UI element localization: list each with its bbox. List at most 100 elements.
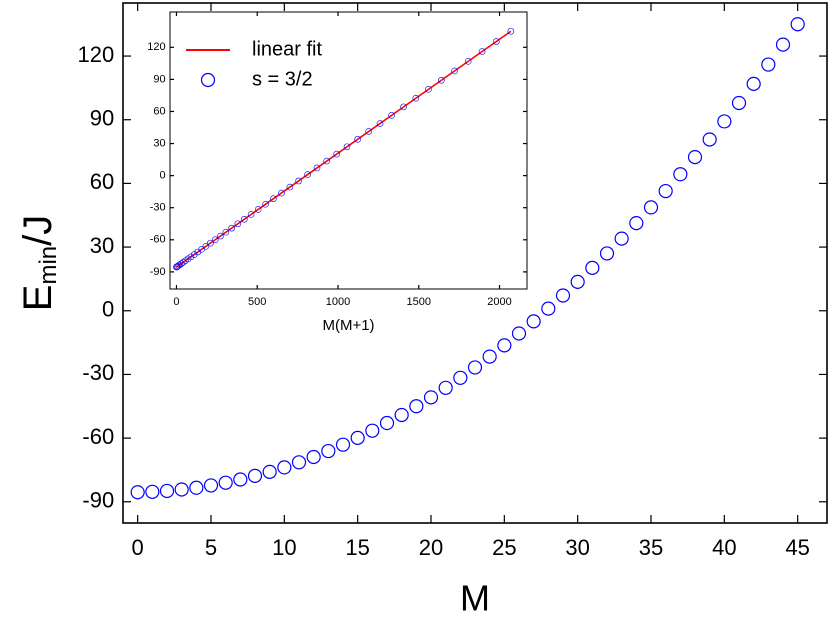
data-point (247, 468, 263, 483)
data-point (658, 183, 673, 199)
data-point (409, 399, 424, 414)
data-point (451, 67, 458, 75)
y-label-main: E (16, 285, 60, 312)
data-point (306, 449, 321, 465)
data-point (423, 390, 439, 405)
x-tick-label: 40 (712, 535, 736, 560)
y-tick-label: 90 (153, 73, 165, 85)
data-point (241, 215, 248, 223)
data-point (775, 37, 791, 52)
data-point (702, 132, 717, 147)
data-point (254, 206, 262, 213)
y-tick-label: 30 (153, 137, 165, 149)
y-tick-label: -60 (150, 234, 166, 246)
data-point (790, 17, 805, 32)
legend-marker (200, 72, 216, 88)
legend-label: s = 3/2 (252, 68, 313, 90)
data-point (262, 200, 269, 208)
data-point (555, 288, 571, 303)
data-point (614, 231, 629, 246)
y-label-rest: /J (16, 215, 60, 246)
data-point (464, 58, 472, 65)
x-axis-label: M (460, 578, 490, 619)
y-tick-label: -60 (82, 424, 114, 449)
data-point (673, 167, 688, 182)
data-point (234, 220, 242, 228)
x-tick-label: 25 (492, 535, 516, 560)
data-point (187, 253, 195, 261)
data-point (585, 260, 600, 275)
data-point (570, 274, 585, 289)
data-point (277, 460, 292, 475)
x-tick-label: 10 (272, 535, 296, 560)
data-point (179, 258, 187, 266)
data-point (761, 57, 776, 72)
data-point (291, 455, 307, 470)
data-point (412, 94, 420, 102)
data-point (365, 128, 372, 135)
data-point (145, 484, 160, 499)
data-point (438, 76, 445, 84)
y-tick-label: 60 (153, 105, 165, 117)
data-point (217, 232, 224, 240)
data-point (379, 415, 395, 431)
y-tick-label: 120 (77, 42, 114, 67)
x-tick-label: 0 (132, 535, 144, 560)
data-point (333, 150, 341, 158)
y-tick-label: -90 (82, 488, 114, 513)
data-point (211, 236, 219, 243)
data-point (174, 482, 189, 497)
data-point (746, 76, 761, 91)
data-point (643, 200, 659, 215)
data-point (228, 224, 236, 232)
data-point (321, 443, 336, 459)
data-point (313, 164, 321, 172)
fit-line (176, 30, 512, 268)
y-tick-label: -30 (82, 360, 114, 385)
y-tick-label: 90 (90, 106, 114, 131)
x-tick-label: 1000 (326, 296, 350, 308)
data-point (304, 171, 311, 178)
x-tick-label: 15 (345, 535, 369, 560)
data-point (497, 338, 512, 353)
x-tick-label: 30 (565, 535, 589, 560)
data-point (394, 407, 409, 423)
data-point (176, 261, 183, 269)
data-point (295, 177, 302, 185)
data-point (278, 189, 285, 197)
x-tick-label: 0 (173, 296, 179, 308)
data-point (218, 475, 233, 490)
data-point (478, 48, 486, 55)
data-point (270, 195, 277, 203)
data-point (350, 430, 365, 445)
x-axis-label: M(M+1) (322, 317, 374, 334)
data-point (376, 120, 384, 127)
data-point (511, 326, 527, 341)
data-point (541, 301, 556, 316)
y-tick-label: -30 (150, 202, 166, 214)
data-point (189, 480, 204, 495)
x-tick-label: 35 (639, 535, 663, 560)
y-tick-label: 0 (102, 297, 114, 322)
data-point (222, 228, 230, 236)
data-point (335, 437, 351, 452)
y-label-sub: min (35, 246, 62, 285)
data-point (130, 485, 145, 500)
data-point (453, 370, 468, 385)
data-point (203, 478, 219, 493)
data-point (286, 183, 294, 191)
data-point (323, 157, 330, 165)
data-point (717, 114, 732, 129)
data-point (599, 246, 615, 261)
data-point (731, 95, 747, 111)
data-point (190, 251, 198, 258)
data-point (507, 27, 515, 35)
data-point (207, 239, 214, 247)
data-point (526, 314, 541, 329)
data-point (247, 211, 255, 218)
x-tick-label: 45 (785, 535, 809, 560)
data-point (629, 215, 644, 231)
data-point (365, 423, 380, 438)
data-point (202, 243, 210, 250)
